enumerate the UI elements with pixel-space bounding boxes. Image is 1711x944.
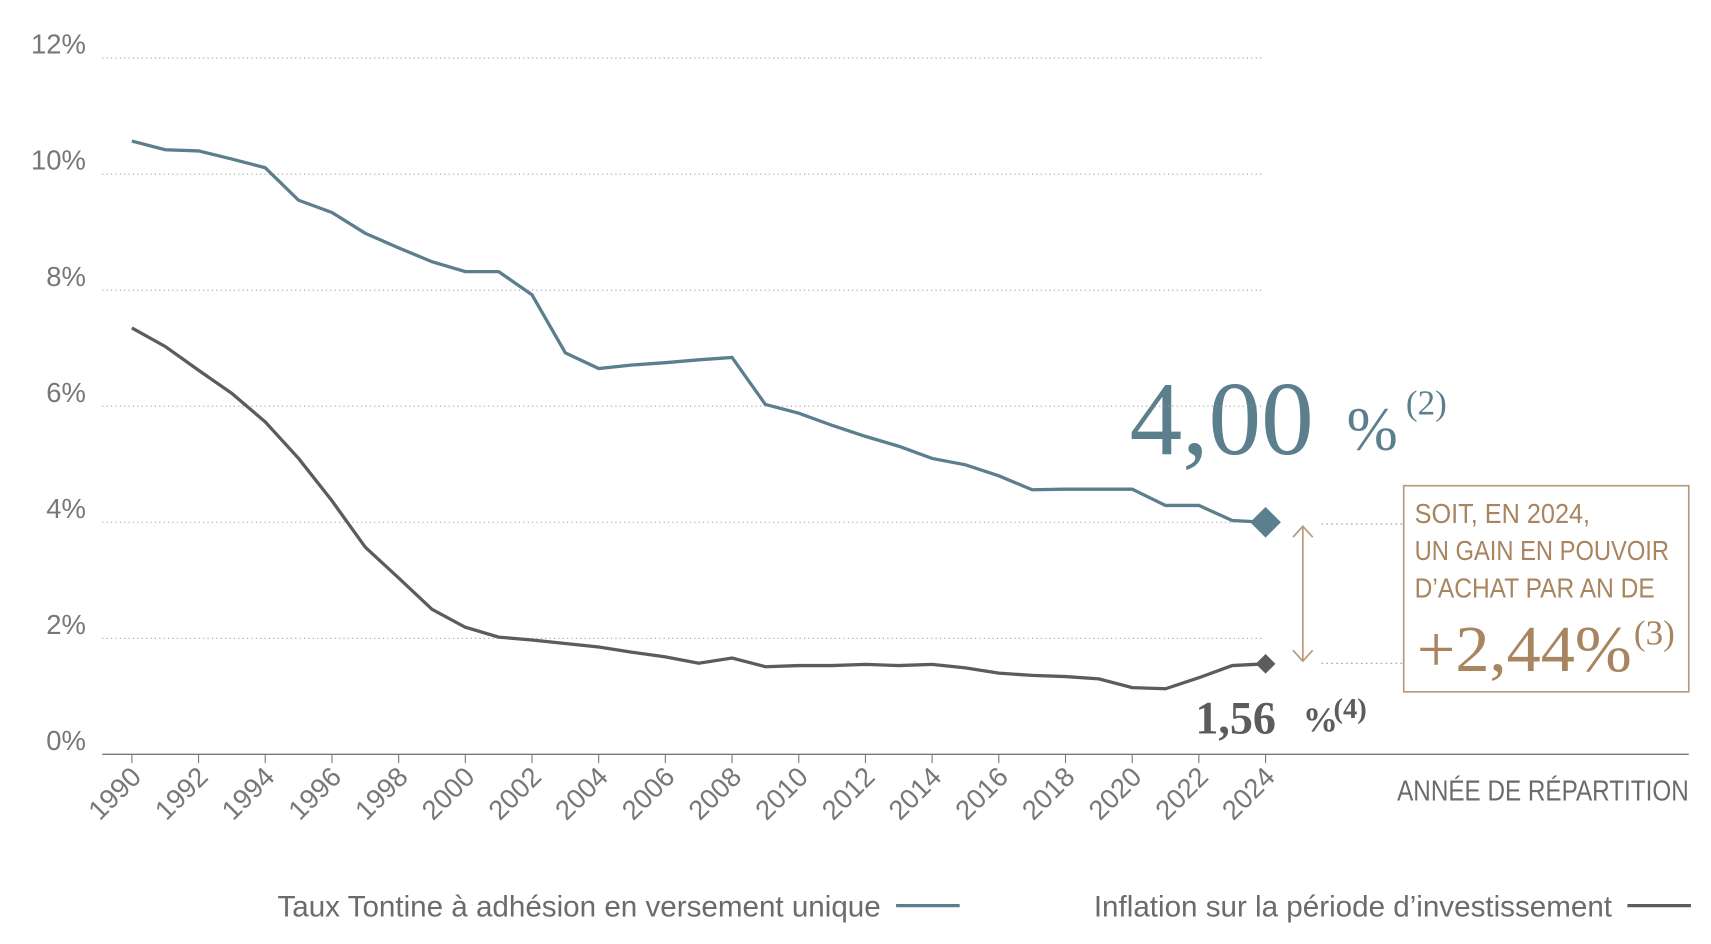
x-tick-label: 2022 (1149, 761, 1214, 826)
x-tick-label: 2018 (1016, 761, 1081, 826)
annotation-note: (4) (1334, 694, 1367, 725)
y-tick-label: 0% (46, 725, 86, 756)
y-tick-label: 12% (31, 29, 86, 60)
x-tick-label: 2006 (616, 761, 681, 826)
y-tick-label: 8% (46, 261, 86, 292)
end-marker (1255, 653, 1276, 674)
x-tick-label: 2024 (1216, 761, 1281, 826)
legend-label: Inflation sur la période d’investissemen… (1094, 891, 1612, 924)
y-tick-label: 2% (46, 609, 86, 640)
x-tick-label: 1998 (349, 761, 414, 826)
x-tick-label: 1992 (149, 761, 214, 826)
annotation-text: UN GAIN EN POUVOIR (1415, 535, 1669, 566)
x-tick-label: 2008 (682, 761, 747, 826)
annotation-number: 1,56 (1195, 692, 1276, 743)
x-tick-label: 2010 (749, 761, 814, 826)
x-tick-label: 2016 (949, 761, 1014, 826)
annotation-number: +2,44% (1417, 613, 1632, 686)
annotation-box (1402, 484, 1690, 693)
annotation-number: 4,00 (1130, 360, 1314, 477)
end-marker (1250, 506, 1281, 538)
y-tick-label: 6% (46, 377, 86, 408)
annotation-note: (3) (1634, 614, 1675, 653)
x-tick-label: 2020 (1082, 761, 1147, 826)
y-tick-label: 10% (31, 145, 86, 176)
x-tick-label: 1994 (215, 761, 280, 826)
x-tick-label: 2002 (482, 761, 547, 826)
x-tick-label: 2014 (882, 761, 947, 826)
line (131, 326, 1266, 691)
x-tick-label: 2004 (549, 761, 614, 826)
annotation-unit: % (1303, 700, 1338, 739)
annotation-unit: % (1347, 396, 1398, 464)
legend-label: Taux Tontine à adhésion en versement uni… (277, 891, 880, 924)
annotation-text: D’ACHAT PAR AN DE (1415, 573, 1655, 604)
arrow (1292, 525, 1314, 663)
x-tick-label: 1996 (282, 761, 347, 826)
annotation-note: (2) (1406, 383, 1447, 422)
line (131, 139, 1266, 524)
x-tick-label: 1990 (82, 761, 147, 826)
annotation-text: SOIT, EN 2024, (1415, 498, 1590, 529)
y-tick-label: 4% (46, 493, 86, 524)
x-tick-label: 2000 (416, 761, 481, 826)
x-axis-label: ANNÉE DE RÉPARTITION (1397, 775, 1689, 807)
x-tick-label: 2012 (816, 761, 881, 826)
